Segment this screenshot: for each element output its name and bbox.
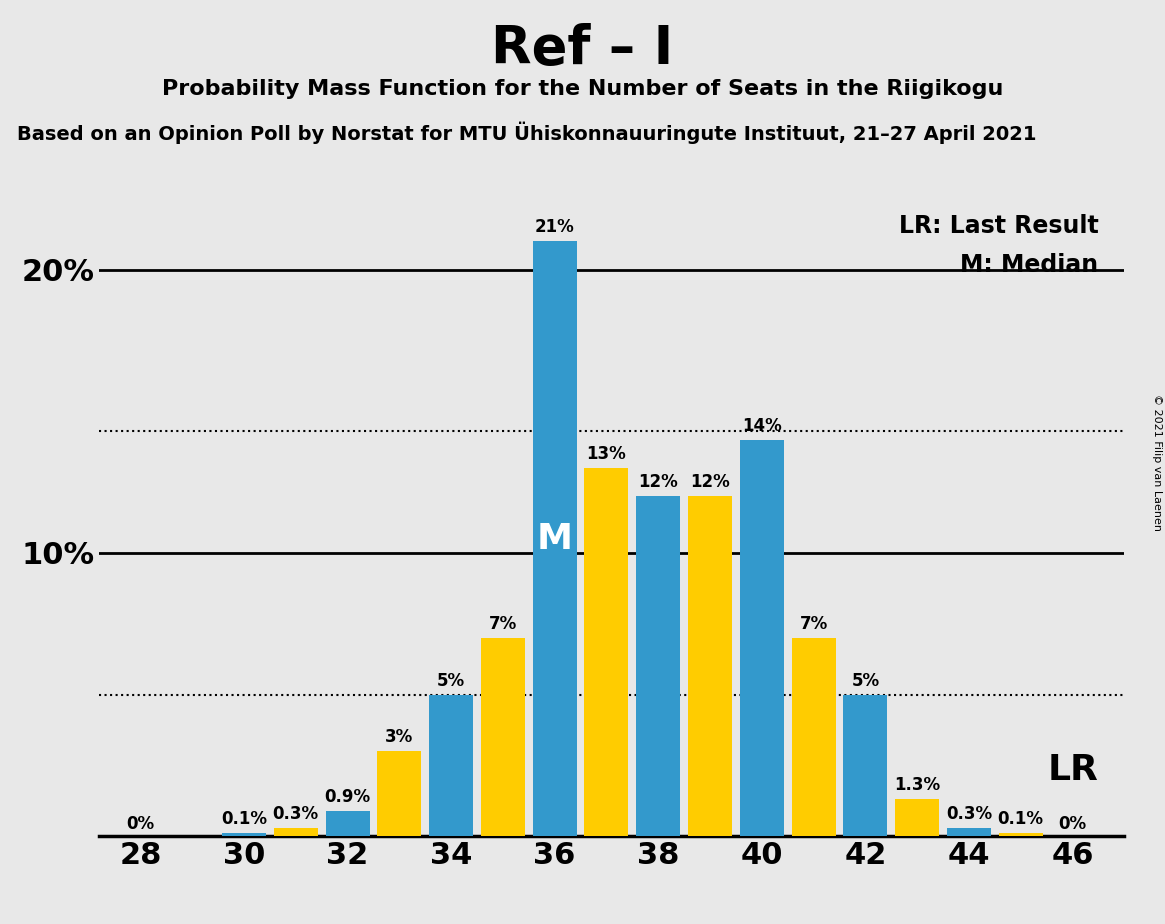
Text: 12%: 12% [690,473,730,492]
Bar [636,496,680,836]
Text: 5%: 5% [852,672,880,689]
Text: 0.9%: 0.9% [325,787,370,806]
Bar [998,833,1043,836]
Bar [585,468,628,836]
Bar [689,496,732,836]
Text: 0%: 0% [1058,815,1087,833]
Text: Probability Mass Function for the Number of Seats in the Riigikogu: Probability Mass Function for the Number… [162,79,1003,99]
Bar [791,638,835,836]
Bar [947,828,991,836]
Text: 21%: 21% [535,218,574,237]
Bar [895,799,939,836]
Text: 0%: 0% [126,815,155,833]
Text: 7%: 7% [799,614,827,633]
Bar [377,751,422,836]
Text: © 2021 Filip van Laenen: © 2021 Filip van Laenen [1151,394,1162,530]
Text: 5%: 5% [437,672,465,689]
Bar [274,828,318,836]
Text: LR: Last Result: LR: Last Result [899,214,1099,238]
Text: 1.3%: 1.3% [894,776,940,795]
Bar [325,810,369,836]
Text: Based on an Opinion Poll by Norstat for MTU Ühiskonnauuringute Instituut, 21–27 : Based on an Opinion Poll by Norstat for … [17,122,1037,144]
Text: Ref – I: Ref – I [492,23,673,75]
Text: 14%: 14% [742,417,782,434]
Text: 3%: 3% [386,728,414,747]
Text: 0.3%: 0.3% [273,805,319,822]
Bar [843,695,888,836]
Bar [481,638,525,836]
Bar [429,695,473,836]
Text: 0.1%: 0.1% [221,810,267,828]
Text: M: M [537,522,573,556]
Text: 0.1%: 0.1% [997,810,1044,828]
Text: LR: LR [1047,753,1099,787]
Text: 7%: 7% [489,614,517,633]
Text: 12%: 12% [638,473,678,492]
Text: M: Median: M: Median [960,253,1099,277]
Bar [740,440,784,836]
Text: 0.3%: 0.3% [946,805,991,822]
Text: 13%: 13% [586,445,627,463]
Bar [532,241,577,836]
Bar [223,833,266,836]
